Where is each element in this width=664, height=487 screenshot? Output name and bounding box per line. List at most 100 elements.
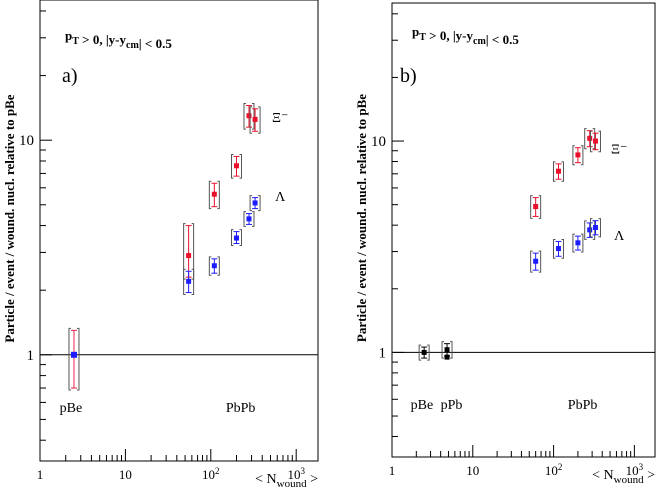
- x-tick-label: 10: [119, 467, 132, 482]
- systematic-bracket: [231, 153, 234, 179]
- data-point: [246, 216, 252, 222]
- annotation-label: pPb: [441, 398, 463, 413]
- systematic-bracket: [552, 238, 556, 259]
- data-point: [252, 116, 258, 122]
- systematic-bracket: [217, 180, 220, 210]
- y-axis-title: Particle / event / wound. nucl. relative…: [2, 94, 17, 342]
- x-tick-label: 102: [545, 462, 563, 478]
- x-axis-title: < Nwound >: [592, 468, 655, 486]
- systematic-bracket: [598, 218, 601, 238]
- systematic-bracket: [251, 103, 255, 130]
- systematic-bracket: [441, 341, 445, 359]
- data-point: [592, 224, 598, 230]
- systematic-bracket: [552, 161, 556, 182]
- systematic-bracket: [538, 250, 542, 273]
- y-tick-label: 10: [19, 133, 34, 149]
- data-point: [533, 204, 539, 210]
- data-point: [587, 135, 593, 141]
- data-point: [555, 168, 561, 174]
- annotation-label: Ξ⁻: [272, 111, 288, 126]
- annotation-label: Λ: [275, 190, 286, 205]
- systematic-bracket: [68, 327, 71, 391]
- series--: [183, 103, 261, 280]
- y-tick-label: 10: [371, 134, 386, 150]
- plot-frame: [391, 2, 656, 458]
- systematic-bracket: [249, 195, 253, 212]
- systematic-bracket: [258, 106, 261, 134]
- data-point: [211, 263, 217, 269]
- kinematic-cut-label: pT > 0, |y-ycm| < 0.5: [65, 28, 172, 51]
- x-tick-label: 1: [37, 467, 44, 482]
- data-point: [444, 354, 450, 360]
- series-pbe-ppb: [418, 341, 453, 361]
- data-point: [575, 152, 581, 158]
- annotation-label: PbPb: [226, 401, 256, 416]
- systematic-bracket: [580, 145, 584, 166]
- systematic-bracket: [572, 145, 575, 166]
- x-tick-label: 10: [466, 463, 479, 478]
- x-tick-label: 102: [202, 466, 220, 482]
- data-point: [234, 235, 240, 241]
- y-tick-label: 1: [27, 348, 35, 364]
- series--: [183, 195, 261, 296]
- systematic-bracket: [191, 268, 195, 296]
- data-point: [421, 349, 427, 355]
- panel-label: a): [62, 65, 78, 87]
- y-axis-title: Particle / event / wound. nucl. relative…: [354, 94, 369, 342]
- systematic-bracket: [450, 341, 453, 359]
- annotation-label: Λ: [614, 229, 625, 244]
- annotation-label: pBe: [60, 401, 83, 416]
- annotation-label: pBe: [411, 398, 434, 413]
- systematic-bracket: [584, 220, 587, 240]
- systematic-bracket: [231, 229, 234, 247]
- systematic-bracket: [243, 103, 246, 130]
- systematic-bracket: [538, 195, 542, 219]
- systematic-bracket: [584, 128, 587, 150]
- systematic-bracket: [580, 233, 584, 253]
- systematic-bracket: [598, 130, 601, 153]
- annotation-label: PbPb: [568, 398, 598, 413]
- systematic-bracket: [561, 161, 564, 182]
- systematic-bracket: [239, 229, 243, 247]
- systematic-bracket: [208, 256, 212, 276]
- data-point: [186, 278, 192, 284]
- series--: [530, 218, 601, 273]
- systematic-bracket: [572, 233, 575, 253]
- systematic-bracket: [251, 211, 255, 227]
- data-point: [533, 258, 539, 264]
- data-point: [587, 227, 593, 233]
- systematic-bracket: [530, 195, 533, 219]
- systematic-bracket: [427, 344, 430, 361]
- data-point: [186, 253, 192, 259]
- panel-label: b): [400, 65, 417, 87]
- systematic-bracket: [208, 180, 212, 210]
- annotation-label: Ξ⁻: [611, 143, 627, 158]
- systematic-bracket: [183, 223, 186, 280]
- systematic-bracket: [592, 220, 596, 240]
- data-point: [444, 347, 450, 353]
- data-point: [555, 246, 561, 252]
- systematic-bracket: [191, 223, 195, 280]
- systematic-bracket: [589, 130, 593, 153]
- systematic-bracket: [76, 327, 80, 391]
- y-tick-label: 1: [379, 345, 387, 361]
- data-point: [246, 113, 252, 119]
- series-pbe-reference: [68, 327, 80, 391]
- systematic-bracket: [561, 238, 564, 259]
- series-pbe-reference-: [70, 351, 77, 358]
- systematic-bracket: [239, 153, 243, 179]
- data-point: [70, 351, 77, 358]
- systematic-bracket: [530, 250, 533, 273]
- data-point: [211, 191, 217, 197]
- series--: [530, 128, 601, 219]
- data-point: [252, 200, 258, 206]
- data-point: [234, 163, 240, 169]
- kinematic-cut-label: pT > 0, |y-ycm| < 0.5: [412, 24, 519, 47]
- data-point: [575, 240, 581, 246]
- systematic-bracket: [589, 218, 593, 238]
- x-tick-label: 1: [389, 463, 396, 478]
- systematic-bracket: [217, 256, 220, 276]
